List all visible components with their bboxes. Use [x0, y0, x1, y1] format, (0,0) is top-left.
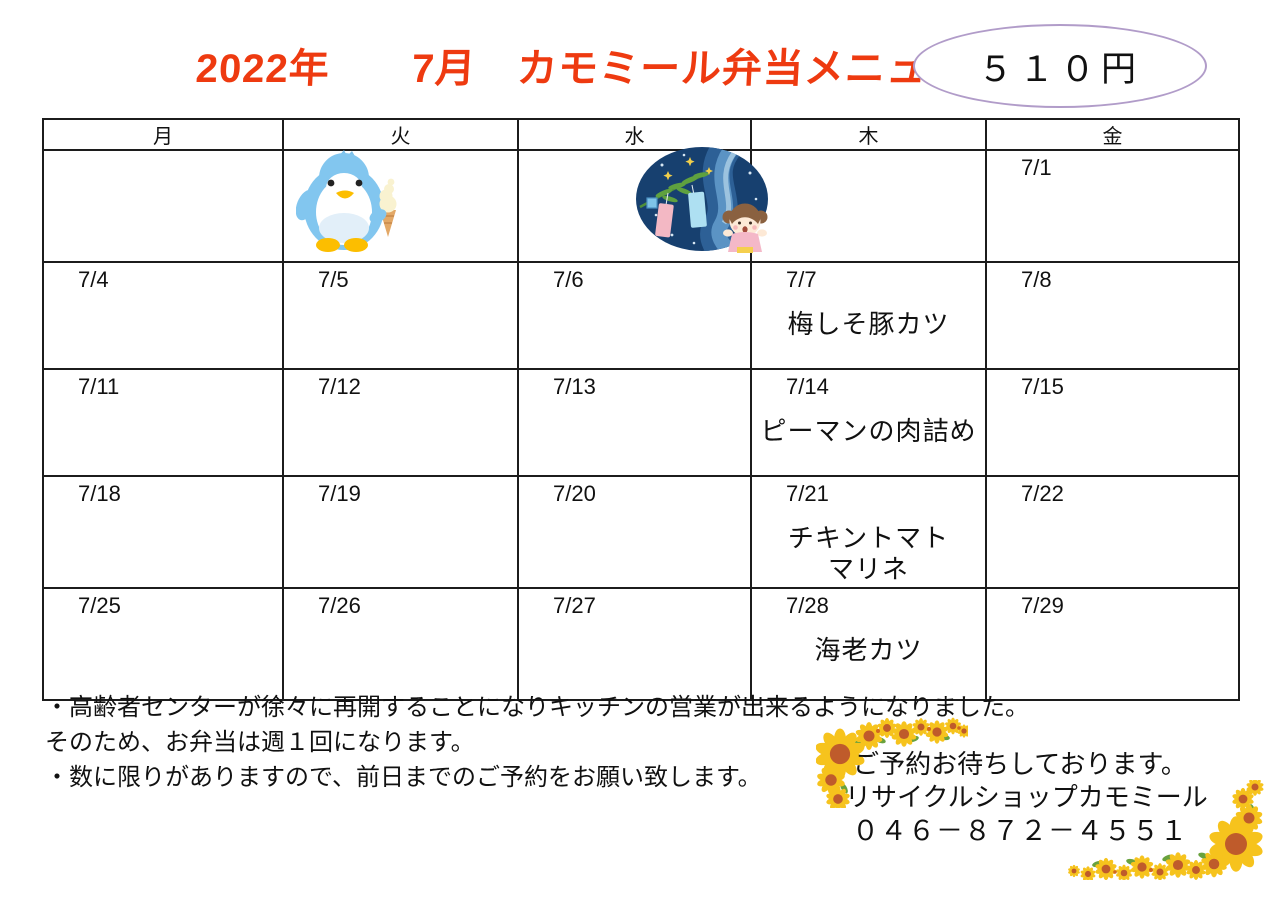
shop-name: リサイクルショップカモミール	[845, 782, 1208, 812]
cell-date: 7/15	[1021, 374, 1064, 399]
cell-date: 7/20	[553, 481, 596, 506]
calendar-cell: 7/8	[985, 261, 1240, 370]
calendar-cell: 7/6	[517, 261, 752, 370]
price-badge: ５１０円	[913, 24, 1207, 108]
cell-date: 7/21	[786, 481, 829, 506]
phone-number: ０４６－８７２－４５５１	[852, 816, 1188, 846]
cell-date: 7/22	[1021, 481, 1064, 506]
calendar-cell: 7/22	[985, 475, 1240, 589]
day-header-mon: 月	[42, 118, 284, 151]
day-header-wed: 水	[517, 118, 752, 151]
day-header-row: 月 火 水 木 金	[42, 118, 1240, 151]
calendar-cell: 7/18	[42, 475, 284, 589]
cell-date: 7/6	[553, 267, 584, 292]
cell-date: 7/28	[786, 593, 829, 618]
day-header-thu: 木	[750, 118, 987, 151]
calendar-week-row: 7/4 7/5 7/6 7/7 梅しそ豚カツ 7/8	[42, 261, 1240, 370]
calendar-table: 月 火 水 木 金 7/1 7/4 7/5 7/6 7/7 梅しそ豚カツ 7/8 …	[42, 118, 1240, 701]
penguin-soft-serve-icon	[295, 148, 400, 252]
calendar-cell: 7/1	[985, 149, 1240, 263]
sunflower-corner-icon	[813, 716, 971, 812]
calendar-cell	[42, 149, 284, 263]
calendar-week-row: 7/1	[42, 149, 1240, 263]
cell-date: 7/19	[318, 481, 361, 506]
menu-item: チキントマト マリネ	[787, 523, 950, 584]
cell-date: 7/26	[318, 593, 361, 618]
contact-block: ご予約お待ちしております。 リサイクルショップカモミール ０４６－８７２－４５５…	[845, 748, 1208, 848]
calendar: 月 火 水 木 金 7/1 7/4 7/5 7/6 7/7 梅しそ豚カツ 7/8 …	[42, 118, 1240, 701]
calendar-week-row: 7/11 7/12 7/13 7/14 ピーマンの肉詰め 7/15	[42, 368, 1240, 477]
calendar-week-row: 7/18 7/19 7/20 7/21 チキントマト マリネ 7/22	[42, 475, 1240, 589]
cell-date	[752, 151, 985, 182]
cell-date: 7/1	[1021, 155, 1052, 180]
calendar-cell: 7/26	[282, 587, 519, 701]
calendar-cell: 7/12	[282, 368, 519, 477]
note-line: ・数に限りがありますので、前日までのご予約をお願い致します。	[45, 764, 762, 791]
notes: ・高齢者センターが徐々に再開することになりキッチンの営業が出来るようになりました…	[45, 690, 1029, 795]
calendar-cell: 7/19	[282, 475, 519, 589]
cell-date: 7/29	[1021, 593, 1064, 618]
calendar-cell: 7/11	[42, 368, 284, 477]
note-line: そのため、お弁当は週１回になります。	[45, 729, 475, 756]
calendar-cell-highlighted: 7/14 ピーマンの肉詰め	[750, 368, 987, 477]
cell-date: 7/5	[318, 267, 349, 292]
calendar-cell: 7/20	[517, 475, 752, 589]
calendar-cell: 7/27	[517, 587, 752, 701]
menu-item: 梅しそ豚カツ	[787, 309, 950, 339]
cell-date: 7/18	[78, 481, 121, 506]
cell-date: 7/25	[78, 593, 121, 618]
calendar-week-row: 7/25 7/26 7/27 7/28 海老カツ 7/29	[42, 587, 1240, 701]
calendar-cell-highlighted: 7/21 チキントマト マリネ	[750, 475, 987, 589]
page-title: 2022年 7月 カモミール弁当メニュー	[194, 47, 970, 91]
price-text: ５１０円	[977, 49, 1142, 89]
day-header-fri: 金	[985, 118, 1240, 151]
calendar-cell: 7/5	[282, 261, 519, 370]
calendar-cell: 7/15	[985, 368, 1240, 477]
cell-date: 7/13	[553, 374, 596, 399]
cell-date: 7/12	[318, 374, 361, 399]
tanabata-icon	[632, 143, 776, 257]
calendar-cell: 7/25	[42, 587, 284, 701]
calendar-cell: 7/29	[985, 587, 1240, 701]
cell-date: 7/7	[786, 267, 817, 292]
cell-date: 7/4	[78, 267, 109, 292]
menu-item: 海老カツ	[814, 635, 923, 665]
cell-date: 7/14	[786, 374, 829, 399]
cell-date	[44, 151, 282, 182]
sunflower-corner-icon	[1064, 778, 1268, 882]
calendar-cell-highlighted: 7/7 梅しそ豚カツ	[750, 261, 987, 370]
reservation-message: ご予約お待ちしております。	[853, 749, 1187, 779]
calendar-cell: 7/4	[42, 261, 284, 370]
note-line: ・高齢者センターが徐々に再開することになりキッチンの営業が出来るようになりました…	[45, 694, 1029, 721]
menu-item: ピーマンの肉詰め	[760, 416, 977, 446]
calendar-cell: 7/13	[517, 368, 752, 477]
cell-date: 7/8	[1021, 267, 1052, 292]
cell-date: 7/11	[78, 374, 120, 399]
calendar-cell-highlighted: 7/28 海老カツ	[750, 587, 987, 701]
day-header-tue: 火	[282, 118, 519, 151]
cell-date: 7/27	[553, 593, 596, 618]
calendar-cell	[750, 149, 987, 263]
